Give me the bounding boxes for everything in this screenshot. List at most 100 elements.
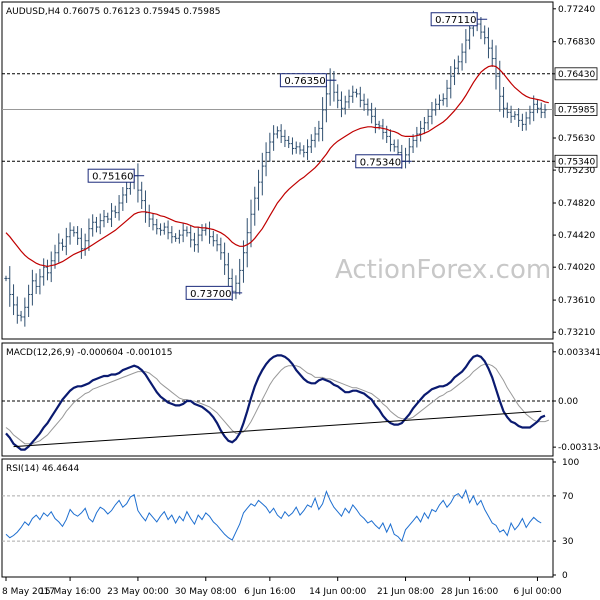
candle [479,16,483,40]
candle [181,223,185,243]
rsi-y-tick-label: 70 [562,492,574,502]
rsi-y-tick-label: 0 [562,571,568,581]
candle [321,97,325,142]
rsi-y-tick-label: 100 [562,458,579,468]
candle [298,142,302,155]
annotation-label-0: 0.77110 [435,15,476,26]
macd-header: MACD(12,26,9) -0.000604 -0.001015 [6,348,172,358]
annotation-box-2 [355,154,403,169]
candle [539,102,543,119]
level-label-1: 0.75340 [558,157,595,167]
candle [354,88,359,98]
macd-y-tick-label: 0.00 [558,397,578,407]
candle [287,135,291,149]
candle [452,59,457,86]
annotation-box-0 [430,12,478,27]
candle [388,129,393,152]
candle [339,91,344,118]
candle [45,259,50,281]
y-tick-label: 0.75230 [558,166,595,176]
candle [336,84,340,109]
macd-layer: 0.003341 0.00 -0.003134 [2,348,600,453]
candle [373,107,377,134]
rsi-header: RSI(14) 46.4644 [6,464,79,474]
candle [192,232,197,252]
x-tick-label: 6 Jun 16:00 [244,587,296,597]
macd-main-line [5,354,546,451]
candle [83,233,87,256]
price-layer: 0.77110 0.76350 0.75340 0.75160 0.73700 0.772… [2,5,598,338]
moving-average-line [5,65,549,268]
candle [437,94,442,111]
candle [49,251,53,283]
x-tick-label: 8 May 2017 [2,587,55,597]
candle [543,104,547,119]
candle [158,223,163,236]
candle [411,134,415,154]
candle [60,238,65,251]
candle [177,229,181,244]
x-tick-label: 6 Jul 00:00 [513,587,562,597]
annotation-box-4 [185,285,233,300]
candle [343,95,347,115]
candle [8,266,12,307]
candle [275,126,279,139]
candle [260,152,264,196]
candle [290,137,295,155]
x-tick-label: 28 Jun 16:00 [441,587,498,597]
candle [415,126,419,148]
candle [501,87,506,118]
candle [256,169,261,211]
candle [30,269,34,306]
candle [279,124,283,144]
y-tick-label: 0.75630 [558,134,595,144]
annotation-label-2: 0.75340 [360,157,401,168]
candle [121,187,125,211]
y-tick-label: 0.77240 [558,5,595,15]
x-tick-label: 15 May 16:00 [39,587,101,597]
candle [486,27,491,59]
candle [166,220,170,240]
price-header-symbol: AUDUSD,H4 [6,7,61,17]
candle [245,218,249,268]
candle [238,258,242,295]
candle [98,213,102,235]
candle [42,258,46,286]
candle [449,66,453,99]
candle [102,210,106,228]
candle [19,310,23,322]
candle [38,268,42,295]
level-label-box-1 [554,154,598,168]
candle [264,142,268,177]
candle [117,195,121,221]
rsi-y-tick-label: 30 [562,537,574,547]
x-tick-label: 23 May 00:00 [107,587,169,597]
candle [34,273,38,294]
candle [223,242,227,275]
candle [505,102,509,119]
candle [313,126,317,148]
candle [456,55,460,75]
candle [434,98,438,116]
candle [460,43,464,71]
candle [241,240,246,283]
annotation-label-4: 0.73700 [190,289,231,300]
candle [483,25,487,45]
candle [422,117,426,135]
candle [366,98,370,116]
candle [358,86,362,108]
annotation-label-3: 0.75160 [92,172,133,183]
y-tick-label: 0.76830 [558,38,595,48]
candle [524,111,528,131]
candle [305,139,310,160]
candle [23,297,27,327]
candle [441,93,445,106]
candle [64,227,68,256]
candle [283,129,287,148]
candle [109,203,114,227]
candle [11,284,16,316]
candle [509,105,513,123]
x-tick-label: 14 Jun 00:00 [309,587,366,597]
